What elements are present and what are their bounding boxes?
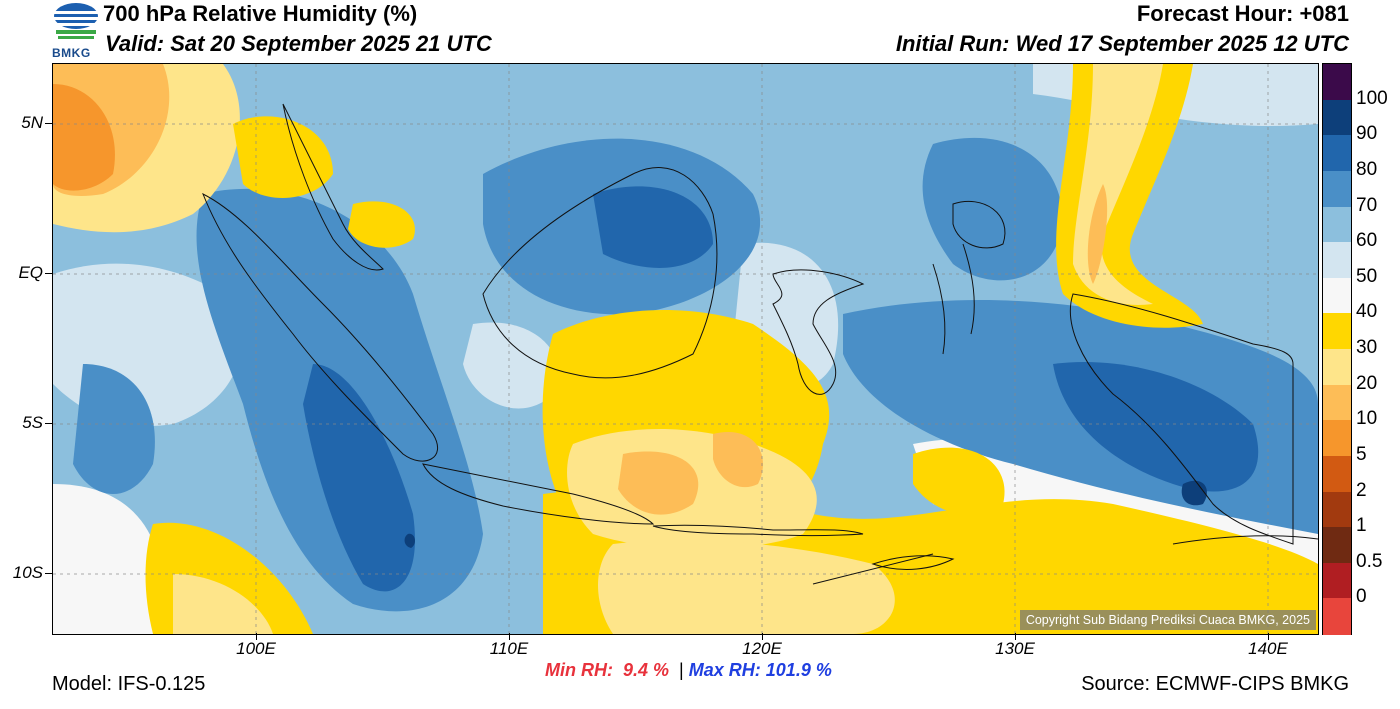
lon-tick <box>256 633 257 640</box>
colorbar-segment <box>1323 562 1351 599</box>
source-label: Source: ECMWF-CIPS BMKG <box>1081 673 1349 695</box>
min-rh: Min RH: 9.4 % <box>545 660 669 680</box>
lon-tick <box>1268 633 1269 640</box>
colorbar <box>1322 63 1352 635</box>
colorbar-segment <box>1323 64 1351 101</box>
bmkg-logo-icon <box>52 2 100 62</box>
map-title: 700 hPa Relative Humidity (%) <box>103 1 418 26</box>
colorbar-label: 5 <box>1356 443 1367 465</box>
colorbar-label: 30 <box>1356 337 1378 358</box>
valid-time: Valid: Sat 20 September 2025 21 UTC <box>105 31 492 56</box>
colorbar-segment <box>1323 384 1351 421</box>
max-rh-label: Max RH: <box>688 660 761 680</box>
colorbar-label: 70 <box>1356 194 1378 216</box>
lat-label-10s: 10S <box>12 563 43 582</box>
max-rh-value: 101.9 % <box>765 660 832 680</box>
lon-tick <box>509 633 510 640</box>
lat-tick <box>45 123 53 124</box>
colorbar-label: 80 <box>1356 158 1378 180</box>
colorbar-segment <box>1323 242 1351 279</box>
lon-label-140e: 140E <box>1248 639 1288 658</box>
colorbar-label: 1 <box>1356 515 1367 537</box>
initial-run: Initial Run: Wed 17 September 2025 12 UT… <box>895 31 1349 56</box>
colorbar-label: 2 <box>1356 479 1367 501</box>
copyright-note: Copyright Sub Bidang Prediksi Cuaca BMKG… <box>1019 610 1316 630</box>
lat-label-eq: EQ <box>18 263 43 282</box>
colorbar-label: 90 <box>1356 123 1378 145</box>
logo-text: BMKG <box>52 46 91 60</box>
lon-label-130e: 130E <box>995 639 1035 658</box>
lat-label-5s: 5S <box>22 413 43 432</box>
colorbar-label: 20 <box>1356 372 1378 394</box>
model-label: Model: IFS-0.125 <box>52 673 206 695</box>
colorbar-label: 60 <box>1356 230 1378 252</box>
forecast-hour: Forecast Hour: +081 <box>1136 1 1349 26</box>
max-rh: Max RH: 101.9 % <box>689 660 832 680</box>
colorbar-label: 40 <box>1356 301 1378 323</box>
colorbar-segment <box>1323 491 1351 528</box>
colorbar-segment <box>1323 206 1351 243</box>
min-rh-label: Min RH: <box>545 660 613 680</box>
colorbar-label: 10 <box>1356 408 1378 430</box>
colorbar-label: 0 <box>1356 586 1367 608</box>
lat-label-5n: 5N <box>21 113 43 132</box>
colorbar-segment <box>1323 135 1351 172</box>
colorbar-segment <box>1323 277 1351 314</box>
min-max-stats: Min RH: 9.4 % | Max RH: 101.9 % <box>545 660 832 681</box>
lat-tick <box>45 423 53 424</box>
colorbar-segment <box>1323 313 1351 350</box>
lon-tick <box>1015 633 1016 640</box>
stats-separator: | <box>679 660 684 680</box>
colorbar-label: 0.5 <box>1356 550 1383 572</box>
lon-label-100e: 100E <box>236 639 276 658</box>
humidity-map <box>52 63 1319 635</box>
humidity-field <box>53 64 1318 634</box>
colorbar-segment <box>1323 455 1351 492</box>
lat-tick <box>45 273 53 274</box>
lat-tick <box>45 573 53 574</box>
colorbar-segment <box>1323 170 1351 207</box>
colorbar-label: 50 <box>1356 265 1378 287</box>
colorbar-segment <box>1323 598 1351 635</box>
colorbar-label: 100 <box>1356 87 1388 109</box>
colorbar-segment <box>1323 420 1351 457</box>
lon-tick <box>762 633 763 640</box>
colorbar-segment <box>1323 99 1351 136</box>
colorbar-segment <box>1323 527 1351 564</box>
colorbar-segment <box>1323 349 1351 386</box>
min-rh-value: 9.4 % <box>623 660 670 680</box>
lon-label-120e: 120E <box>742 639 782 658</box>
lon-label-110e: 110E <box>489 639 529 658</box>
